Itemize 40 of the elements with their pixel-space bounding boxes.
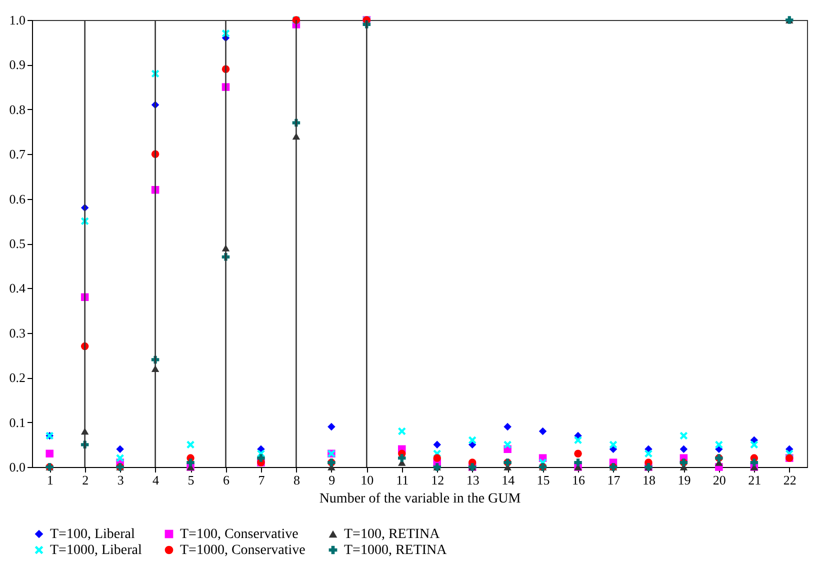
y-tick-label: 0.7 xyxy=(9,146,26,162)
x-tick-label: 13 xyxy=(466,472,480,488)
y-tick-label: 0.5 xyxy=(9,236,26,251)
x-tick-label: 10 xyxy=(360,472,374,488)
x-tick-label: 22 xyxy=(783,472,796,488)
x-tick-label: 9 xyxy=(328,472,336,488)
x-tick-label: 5 xyxy=(188,472,194,488)
x-tick-label: 3 xyxy=(117,472,124,488)
x-tick-label: 8 xyxy=(293,472,300,488)
y-tick-label: 0.9 xyxy=(9,57,26,72)
x-tick-label: 21 xyxy=(748,472,762,488)
legend-label: T=100, Conservative xyxy=(180,527,298,542)
legend-label: T=100, RETINA xyxy=(344,527,441,542)
x-tick-label: 6 xyxy=(223,472,230,488)
x-tick-label: 11 xyxy=(396,472,409,488)
x-tick-label: 17 xyxy=(607,472,621,488)
legend-label: T=1000, Conservative xyxy=(180,543,306,558)
y-tick-label: 0.3 xyxy=(9,325,26,340)
y-tick-label: 0.0 xyxy=(9,460,26,474)
x-tick-label: 15 xyxy=(536,472,550,488)
x-axis-title: Number of the variable in the GUM xyxy=(319,492,522,506)
y-tick-label: 1.0 xyxy=(9,12,26,28)
x-tick-label: 20 xyxy=(712,472,726,488)
legend-label: T=1000, RETINA xyxy=(344,543,448,558)
x-tick-label: 12 xyxy=(431,472,444,488)
y-tick-label: 0.6 xyxy=(9,191,26,206)
y-tick-label: 0.8 xyxy=(9,102,26,117)
x-tick-label: 19 xyxy=(678,472,691,488)
x-tick-label: 18 xyxy=(642,472,656,488)
y-tick-label: 0.4 xyxy=(9,280,26,296)
y-tick-label: 0.2 xyxy=(9,370,26,386)
y-tick-label: 0.1 xyxy=(9,414,26,430)
legend-label: T=100, Liberal xyxy=(50,527,135,542)
x-tick-label: 4 xyxy=(152,472,160,488)
x-tick-label: 16 xyxy=(572,472,586,488)
x-tick-label: 7 xyxy=(258,472,266,488)
legend-label: T=1000, Liberal xyxy=(50,543,142,558)
x-tick-label: 2 xyxy=(82,472,89,488)
x-tick-label: 14 xyxy=(502,472,516,488)
x-tick-label: 1 xyxy=(46,472,54,488)
